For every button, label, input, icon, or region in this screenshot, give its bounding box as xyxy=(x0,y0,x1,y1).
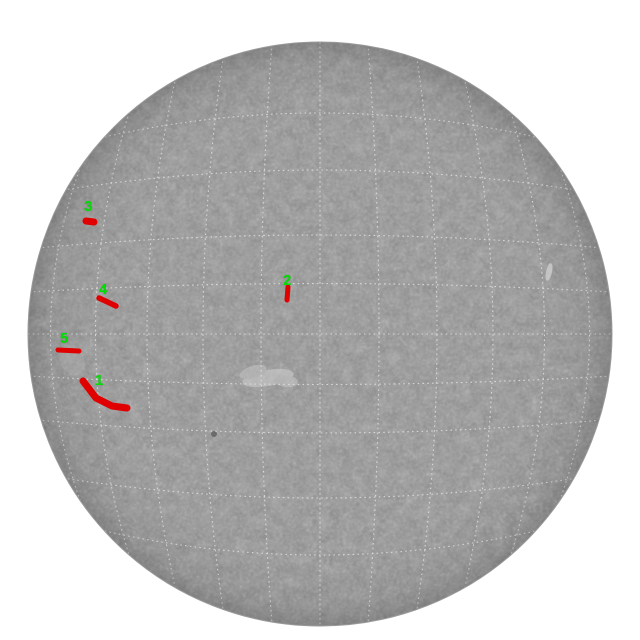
filament-label-3: 3 xyxy=(84,198,93,215)
filament-label-2: 2 xyxy=(283,272,292,289)
filament-markers xyxy=(55,217,291,412)
filament-marker-5[interactable] xyxy=(55,347,82,354)
limb-darkening xyxy=(28,42,612,626)
filament-marker-4[interactable] xyxy=(96,295,119,309)
filament-marker-1[interactable] xyxy=(79,377,131,412)
disk-body xyxy=(28,42,612,626)
filament-label-1: 1 xyxy=(95,372,104,389)
disk-limb-outline xyxy=(27,41,613,627)
filament-label-5: 5 xyxy=(60,330,69,347)
filament-marker-2[interactable] xyxy=(284,284,291,303)
filament-label-4: 4 xyxy=(99,281,108,298)
filament-marker-3[interactable] xyxy=(82,217,98,226)
